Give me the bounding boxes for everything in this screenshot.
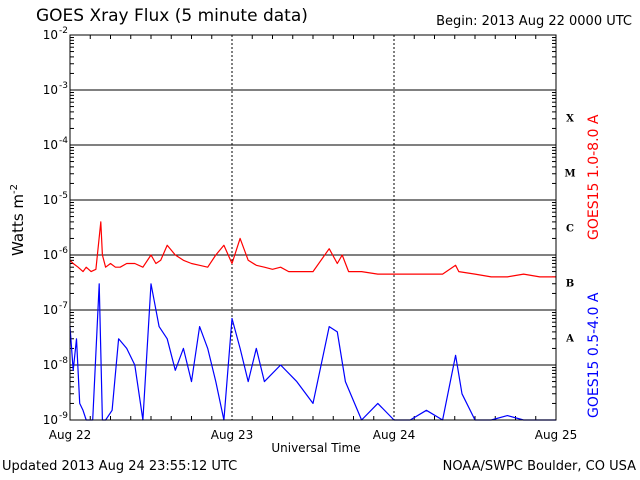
x-tick-label: Aug 25 xyxy=(535,428,578,442)
y-tick-exponent: -7 xyxy=(59,301,68,311)
y-tick-label: 10 xyxy=(43,358,58,372)
flare-class-label: C xyxy=(566,224,574,235)
y-tick-exponent: -6 xyxy=(59,246,68,256)
flare-class-label: X xyxy=(566,114,574,125)
y-tick-labels: 10-210-310-410-510-610-710-810-9 xyxy=(43,26,69,427)
updated-time: Updated 2013 Aug 24 23:55:12 UTC xyxy=(2,459,238,474)
y-tick-label: 10 xyxy=(43,193,58,207)
y-tick-exponent: -8 xyxy=(59,356,68,366)
y-tick-label: 10 xyxy=(43,28,58,42)
y-tick-label: 10 xyxy=(43,83,58,97)
flare-class-labels: X M C B A xyxy=(564,114,575,345)
y-axis-label-text: Watts m xyxy=(9,194,27,256)
y-tick-label: 10 xyxy=(43,413,58,427)
x-tick-label: Aug 23 xyxy=(211,428,254,442)
flare-class-label: A xyxy=(565,334,574,345)
legend-long-channel: GOES15 1.0-8.0 A xyxy=(586,114,602,240)
y-tick-label: 10 xyxy=(43,248,58,262)
y-tick-exponent: -3 xyxy=(59,81,68,91)
y-tick-label: 10 xyxy=(43,138,58,152)
y-axis-label-exponent: -2 xyxy=(9,184,20,194)
y-tick-exponent: -5 xyxy=(59,191,68,201)
series-short-channel xyxy=(69,283,556,421)
x-axis-label: Universal Time xyxy=(271,441,360,455)
plot-frame xyxy=(69,34,557,421)
y-axis-label: Watts m-2 xyxy=(9,184,27,256)
chart-title: GOES Xray Flux (5 minute data) xyxy=(36,6,308,26)
begin-time: Begin: 2013 Aug 22 0000 UTC xyxy=(436,14,632,29)
y-tick-exponent: -4 xyxy=(59,136,68,146)
flare-class-label: B xyxy=(566,279,574,290)
credit-text: NOAA/SWPC Boulder, CO USA xyxy=(442,459,636,474)
flare-class-label: M xyxy=(564,169,575,180)
grid-lines xyxy=(70,35,556,420)
series-long-channel xyxy=(69,221,556,278)
y-tick-exponent: -2 xyxy=(59,26,68,36)
y-tick-exponent: -9 xyxy=(59,411,68,421)
series-layer xyxy=(69,221,556,421)
legend-short-channel: GOES15 0.5-4.0 A xyxy=(586,292,602,418)
y-tick-label: 10 xyxy=(43,303,58,317)
x-tick-labels: Aug 22 Aug 23 Aug 24 Aug 25 xyxy=(49,428,578,442)
x-tick-label: Aug 24 xyxy=(373,428,416,442)
x-tick-label: Aug 22 xyxy=(49,428,92,442)
